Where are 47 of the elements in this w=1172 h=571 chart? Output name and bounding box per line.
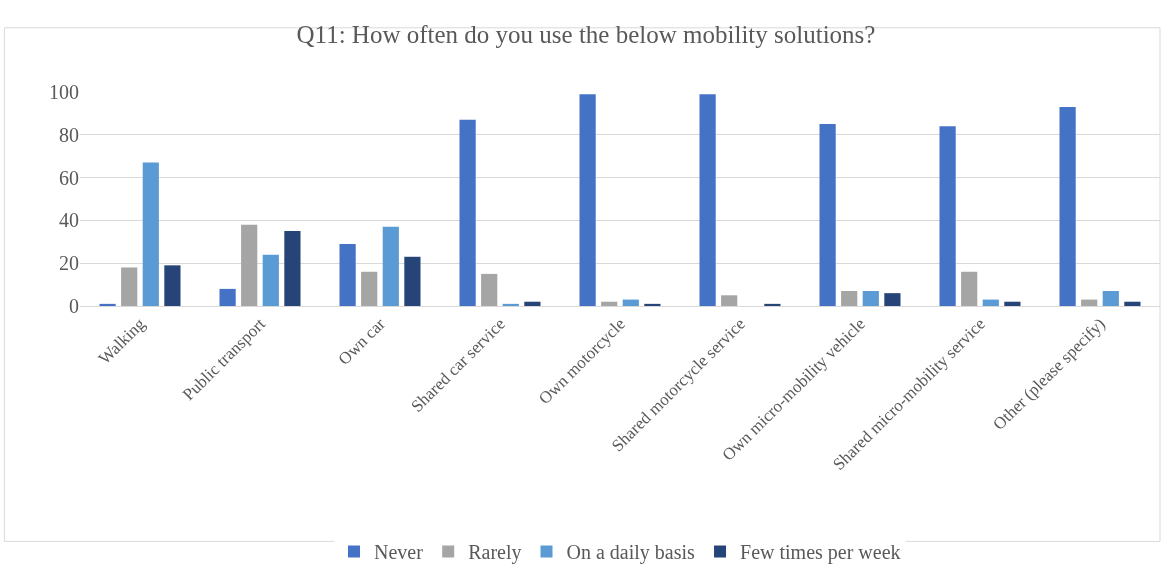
- bar: [459, 119, 476, 306]
- bar: [939, 126, 956, 306]
- bar: [982, 299, 999, 306]
- bar: [339, 243, 356, 306]
- x-tick-label: Own car: [334, 314, 390, 369]
- bar: [1004, 301, 1021, 306]
- bar: [502, 303, 519, 306]
- bar: [481, 273, 498, 306]
- bar: [721, 295, 738, 306]
- bar: [404, 256, 421, 306]
- bar: [622, 299, 639, 306]
- bar: [241, 224, 258, 306]
- bar: [361, 271, 378, 306]
- bar: [121, 267, 138, 306]
- bar: [862, 291, 879, 306]
- bar: [1081, 299, 1098, 306]
- y-tick-label: 100: [49, 81, 79, 103]
- bar: [164, 265, 181, 306]
- y-tick-label: 20: [59, 252, 79, 275]
- bar: [262, 254, 279, 306]
- bar: [644, 303, 661, 306]
- y-tick-label: 80: [59, 123, 79, 146]
- bar: [1059, 106, 1076, 306]
- bar: [524, 301, 541, 306]
- chart-title: Q11: How often do you use the below mobility solutions?: [296, 21, 876, 49]
- y-tick-label: 60: [59, 166, 79, 189]
- bar: [764, 303, 781, 306]
- bar: [699, 94, 716, 306]
- bar: [961, 271, 978, 306]
- legend-label: On a daily basis: [566, 541, 696, 565]
- bar: [579, 94, 596, 306]
- bar: [819, 124, 836, 306]
- bar: [884, 293, 901, 306]
- bar: [284, 231, 301, 306]
- bar: [1124, 301, 1141, 306]
- bar: [1102, 291, 1119, 306]
- bar: [841, 291, 858, 306]
- bar: [142, 162, 159, 306]
- y-tick-label: 40: [59, 209, 79, 232]
- bar: [382, 226, 399, 306]
- bar: [219, 288, 236, 306]
- y-tick-label: 0: [69, 295, 79, 317]
- legend-label: Few times per week: [740, 541, 901, 565]
- legend-label: Rarely: [468, 541, 522, 565]
- bar: [99, 303, 116, 306]
- legend-label: Never: [374, 541, 424, 564]
- bar: [601, 301, 618, 306]
